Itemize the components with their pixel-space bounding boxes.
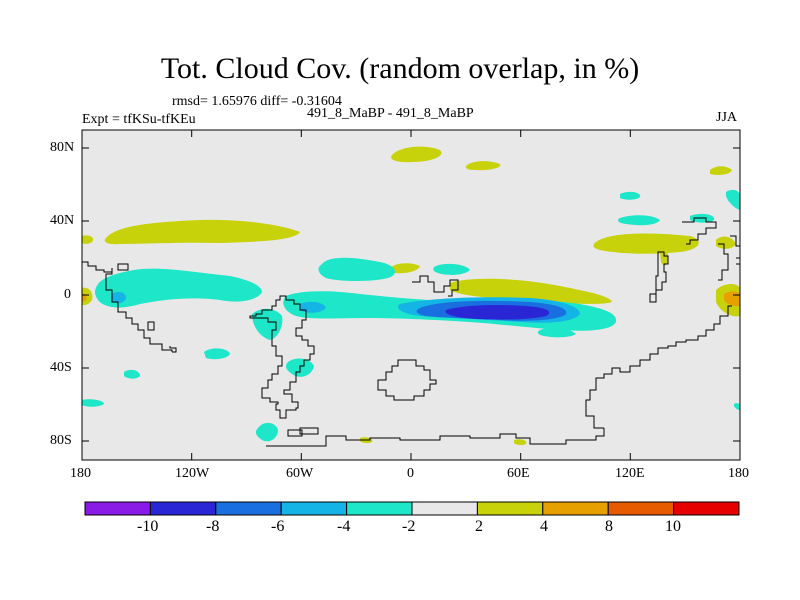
colorbar-swatch xyxy=(84,501,151,516)
colorbar-swatch xyxy=(280,501,348,516)
colorbar-label: -10 xyxy=(137,518,159,535)
coastline-north-america-west xyxy=(82,261,112,273)
chart-title: Tot. Cloud Cov. (random overlap, in %) xyxy=(160,52,640,85)
neg-patch xyxy=(252,308,283,340)
neg-patch xyxy=(318,257,395,281)
pos-patch xyxy=(660,249,668,266)
colorbar-swatch xyxy=(542,501,609,516)
coastline-mexico xyxy=(117,263,129,271)
y-tick-label: 80N xyxy=(50,140,75,155)
coastline-right-edge xyxy=(730,235,740,247)
pos-patch xyxy=(387,263,420,274)
colorbar-swatch xyxy=(476,501,544,516)
neg-patch xyxy=(537,327,576,338)
pos-patch xyxy=(104,219,301,245)
season-label: JJA xyxy=(716,110,738,125)
colorbar-swatch xyxy=(215,501,282,516)
colorbar-label: 8 xyxy=(605,518,613,535)
coastline-pacific-east xyxy=(718,243,729,281)
coastline-east-asia xyxy=(682,217,717,245)
neg-patch xyxy=(204,348,230,360)
pos-patch xyxy=(514,439,527,446)
y-tick-label: 40N xyxy=(50,213,75,228)
pos-patch xyxy=(716,236,736,249)
coastlines xyxy=(82,217,740,447)
neg-patch xyxy=(95,268,262,308)
tick-marks xyxy=(81,130,741,460)
colorbar-swatch xyxy=(673,501,740,516)
neg-patch xyxy=(726,189,740,210)
coastline-madagascar xyxy=(147,321,155,331)
coastline-caribbean xyxy=(169,346,177,353)
colorbar-label: 10 xyxy=(665,518,681,535)
positive-anomaly-areas xyxy=(82,146,740,446)
coastline-indonesia xyxy=(649,251,669,303)
x-tick-label: 60E xyxy=(507,466,530,481)
x-tick-label: 0 xyxy=(407,466,414,481)
pos-patch xyxy=(710,166,732,175)
colorbar-label: 4 xyxy=(540,518,548,535)
coastline-japan-strait xyxy=(736,257,740,265)
colorbar-label: -6 xyxy=(271,518,285,535)
pos-patch xyxy=(593,233,699,254)
neg-patch xyxy=(620,191,641,200)
pos-patch xyxy=(391,146,442,163)
experiment-label: Expt = tfKSu-tfKEu xyxy=(82,112,196,127)
coastline-south-america xyxy=(249,295,315,419)
colorbar xyxy=(84,501,740,516)
coastline-australia-coast xyxy=(585,305,732,429)
colorbar-label: 2 xyxy=(475,518,483,535)
colorbar-label: -8 xyxy=(206,518,220,535)
coastline-south-island xyxy=(377,359,437,401)
coastline-africa xyxy=(412,275,459,297)
x-tick-label: 60W xyxy=(286,466,314,481)
coastline-central-america xyxy=(105,268,173,352)
x-tick-label: 180 xyxy=(70,466,91,481)
comparison-label: 491_8_MaBP - 491_8_MaBP xyxy=(307,106,474,121)
colorbar-label: -2 xyxy=(402,518,416,535)
pos-strong-patch xyxy=(82,293,87,302)
contour-fill-layer xyxy=(82,146,740,446)
pos-patch xyxy=(465,161,501,171)
neg-patch xyxy=(618,215,660,226)
negative-deep-areas xyxy=(445,305,550,320)
neg-mid-patch xyxy=(112,291,126,304)
y-tick-label: 0 xyxy=(64,287,71,302)
stats-text: rmsd= 1.65976 diff= -0.31604 xyxy=(172,94,342,109)
neg-patch xyxy=(734,403,740,410)
colorbar-swatch xyxy=(149,501,217,516)
y-tick-label: 40S xyxy=(50,360,72,375)
colorbar-swatch xyxy=(411,501,478,516)
colorbar-swatch xyxy=(346,501,413,516)
colorbar-label: -4 xyxy=(337,518,351,535)
colorbar-swatch xyxy=(607,501,675,516)
coastline-antarctica xyxy=(266,428,605,447)
neg-patch xyxy=(255,422,278,442)
neg-deep-patch xyxy=(445,305,550,320)
x-tick-label: 120E xyxy=(615,466,645,481)
coastline-south-georgia xyxy=(287,427,319,437)
x-tick-label: 120W xyxy=(175,466,210,481)
pos-patch xyxy=(82,235,94,244)
neg-patch xyxy=(433,263,470,275)
neg-patch xyxy=(124,369,140,379)
x-tick-label: 180 xyxy=(728,466,749,481)
y-tick-label: 80S xyxy=(50,433,72,448)
neg-patch xyxy=(82,399,104,407)
